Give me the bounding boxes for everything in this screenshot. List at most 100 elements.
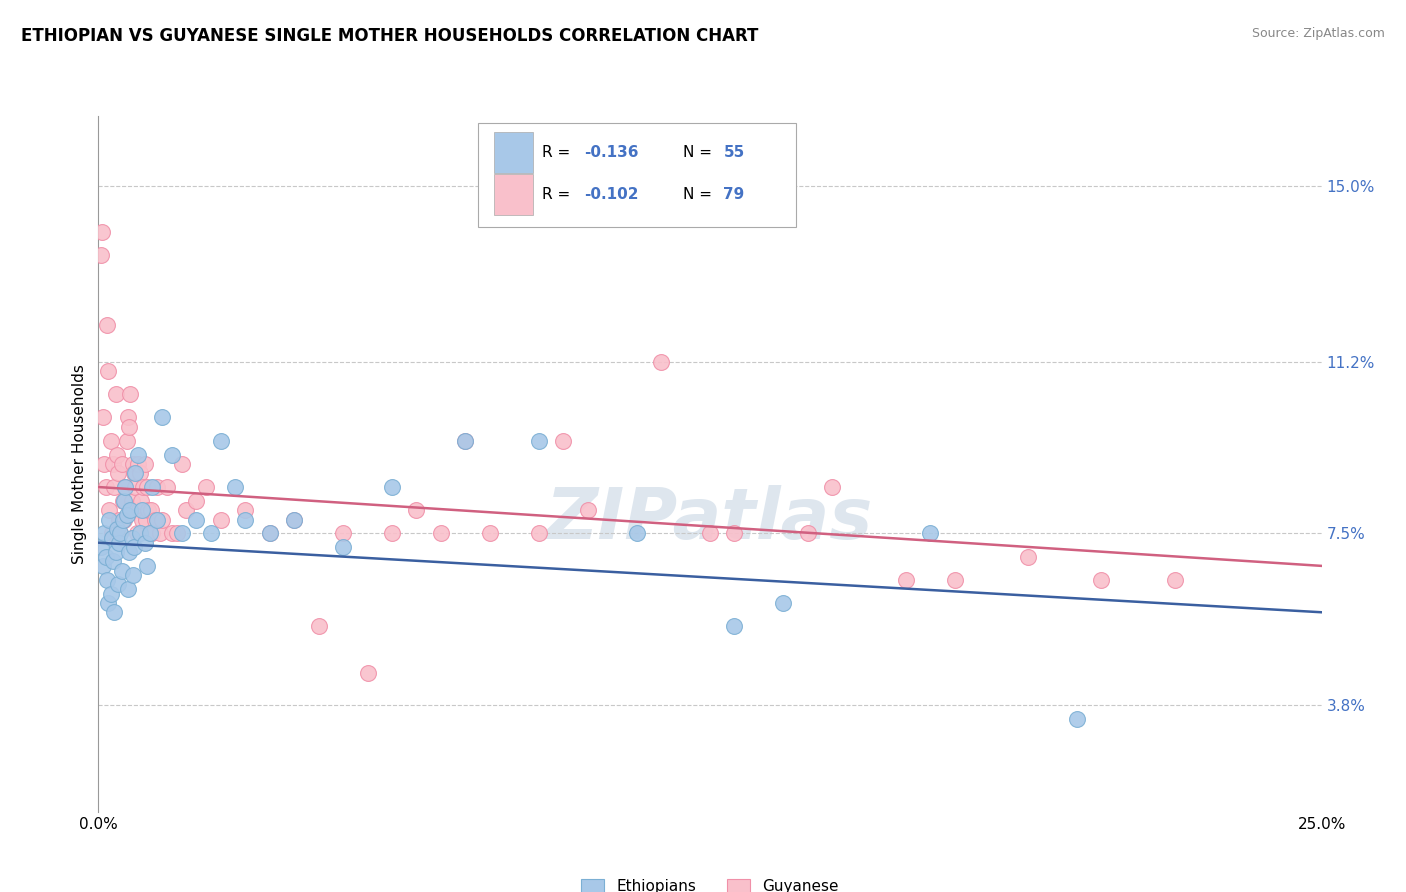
Point [209, 512, 232, 526]
Point [772, 596, 794, 610]
Point [1017, 549, 1039, 564]
Point [114, 480, 136, 494]
Point [136, 480, 159, 494]
Point [111, 494, 134, 508]
Point [224, 480, 246, 494]
Point [150, 512, 173, 526]
Point [723, 526, 745, 541]
Point [94, 549, 117, 564]
Point [121, 457, 143, 471]
Point [160, 526, 183, 541]
Point [131, 503, 153, 517]
Point [108, 535, 131, 549]
Point [105, 522, 128, 536]
FancyBboxPatch shape [494, 132, 533, 173]
Point [101, 531, 124, 545]
Point [112, 494, 135, 508]
Point [454, 434, 477, 448]
Point [90, 248, 112, 262]
Point [176, 503, 198, 517]
Point [1066, 712, 1088, 726]
Point [381, 480, 404, 494]
Point [96, 573, 118, 587]
Point [101, 554, 124, 568]
Point [141, 480, 163, 494]
Point [117, 582, 139, 596]
Point [650, 355, 672, 369]
Point [308, 619, 330, 633]
Point [104, 387, 127, 401]
Point [195, 480, 218, 494]
Point [699, 526, 721, 541]
Point [115, 434, 138, 448]
Point [943, 573, 966, 587]
Point [117, 410, 139, 425]
Point [478, 526, 501, 541]
Point [128, 503, 150, 517]
Point [527, 434, 550, 448]
Point [118, 545, 141, 559]
Point [93, 526, 115, 541]
Point [136, 503, 159, 517]
Point [141, 503, 163, 517]
Point [120, 503, 142, 517]
Point [170, 457, 193, 471]
Point [209, 434, 232, 448]
Point [135, 512, 157, 526]
Point [381, 526, 404, 541]
Point [114, 480, 136, 494]
Text: 79: 79 [724, 187, 745, 202]
Point [283, 512, 305, 526]
Point [97, 364, 120, 378]
Point [93, 457, 115, 471]
Point [1090, 573, 1112, 587]
FancyBboxPatch shape [494, 174, 533, 215]
Point [122, 541, 145, 555]
Point [332, 526, 354, 541]
Point [821, 480, 844, 494]
Point [134, 535, 156, 549]
Point [553, 434, 575, 448]
Point [103, 480, 125, 494]
Point [121, 568, 143, 582]
Point [94, 480, 117, 494]
Point [166, 526, 188, 541]
Point [124, 466, 146, 480]
Point [150, 410, 173, 425]
Point [98, 503, 121, 517]
Point [96, 318, 118, 332]
Point [122, 466, 145, 480]
Point [108, 512, 131, 526]
Text: R =: R = [543, 145, 575, 161]
Point [112, 512, 135, 526]
Point [129, 526, 152, 541]
Point [283, 512, 305, 526]
Point [723, 619, 745, 633]
Point [170, 526, 193, 541]
Point [186, 494, 208, 508]
Point [141, 526, 163, 541]
Point [139, 526, 162, 541]
Point [127, 457, 149, 471]
Point [233, 503, 256, 517]
Point [100, 434, 122, 448]
Point [139, 526, 162, 541]
Point [100, 587, 122, 601]
Text: 55: 55 [724, 145, 745, 161]
Point [186, 512, 208, 526]
Point [129, 466, 152, 480]
Point [131, 512, 153, 526]
Point [111, 512, 134, 526]
Point [200, 526, 222, 541]
Point [120, 387, 142, 401]
Text: -0.102: -0.102 [583, 187, 638, 202]
Text: ETHIOPIAN VS GUYANESE SINGLE MOTHER HOUSEHOLDS CORRELATION CHART: ETHIOPIAN VS GUYANESE SINGLE MOTHER HOUS… [21, 27, 758, 45]
Point [920, 526, 942, 541]
Point [430, 526, 453, 541]
Point [1164, 573, 1187, 587]
Point [332, 541, 354, 555]
Point [98, 512, 121, 526]
Point [124, 480, 146, 494]
Point [259, 526, 281, 541]
Point [103, 605, 125, 619]
